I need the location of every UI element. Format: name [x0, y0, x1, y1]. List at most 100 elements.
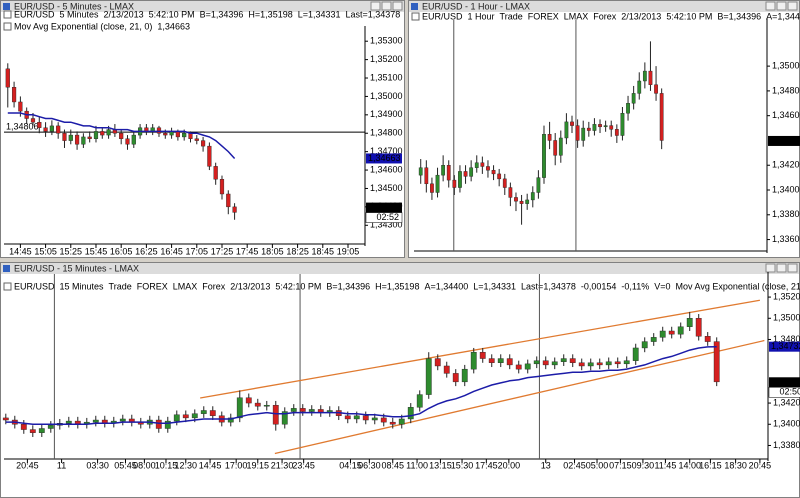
x-tick-label: 17:00 [225, 460, 248, 470]
candle-body [514, 197, 518, 202]
y-tick-label: 1,34500 [370, 183, 403, 193]
candle-body [668, 330, 675, 335]
price-marker [366, 153, 402, 164]
x-tick-label: 13 [541, 460, 551, 470]
candle-body [578, 362, 585, 367]
header-text: V=0 [654, 281, 670, 291]
candle-body [2, 417, 9, 421]
x-tick-label: 15:05 [34, 246, 57, 256]
window-button[interactable] [787, 1, 798, 11]
candle-body [569, 358, 576, 363]
candle-body [502, 178, 507, 188]
candle-body [200, 140, 206, 147]
x-tick-label: 18:25 [286, 246, 309, 256]
header-text: B=1,34396 [200, 9, 244, 19]
candle-body [626, 103, 630, 114]
header-text: 2/13/2013 [621, 11, 661, 21]
x-tick-label: 18:05 [261, 246, 284, 256]
candle-body [119, 133, 124, 139]
header-checkbox[interactable] [411, 12, 420, 21]
window-button[interactable] [370, 1, 381, 11]
x-tick-label: 18:45 [312, 246, 335, 256]
price-marker [769, 341, 800, 352]
y-tick-label: 1,33800 [773, 440, 800, 450]
header-text: Mov Avg Exponential (close, 21, 0) [14, 21, 152, 31]
x-tick-label: 16:15 [699, 460, 722, 470]
candle-body [131, 134, 136, 145]
candle-body [441, 165, 446, 176]
candle-body [641, 341, 648, 349]
candle-body [461, 368, 468, 383]
header-text: 2/13/2013 [104, 9, 144, 19]
candle-body [416, 394, 423, 408]
candle-body [596, 362, 603, 366]
x-tick-label: 07:15 [609, 460, 632, 470]
window [0, 0, 405, 258]
candle-body [425, 358, 432, 395]
candle-body [642, 70, 647, 82]
window-button[interactable] [787, 263, 798, 273]
header-text: 15 Minutes [60, 281, 105, 291]
candle-body [191, 413, 198, 419]
candle-body [209, 410, 216, 416]
x-tick-label: 17:25 [211, 246, 234, 256]
window-button[interactable] [776, 1, 787, 11]
candle-body [236, 397, 243, 419]
price-marker-label: 1,34732 [771, 341, 800, 351]
candle-body [659, 330, 666, 338]
candle-body [530, 192, 535, 201]
candle-body [308, 409, 315, 412]
candle-body [704, 336, 711, 342]
x-tick-label: 17:05 [186, 246, 209, 256]
candle-body [648, 70, 653, 85]
x-tick-label: 15:25 [60, 246, 83, 256]
x-tick-label: 11 [57, 460, 66, 470]
x-tick-label: 15:30 [451, 460, 474, 470]
x-tick-label: 11:45 [654, 460, 676, 470]
candle-body [56, 125, 61, 134]
moving-average [5, 345, 717, 426]
header-checkbox[interactable] [3, 22, 12, 31]
candle-body [713, 341, 720, 383]
header-text: FOREX [137, 281, 168, 291]
candle-body [547, 134, 552, 141]
candle-body [524, 363, 531, 370]
candle-body [491, 169, 496, 175]
header-text: B=1,34396 [326, 281, 370, 291]
price-marker-label: 1,34396 [368, 202, 401, 212]
candle-body [609, 125, 614, 130]
window-icon [411, 3, 418, 10]
candle-body [424, 167, 429, 185]
x-tick-label: 19:15 [247, 460, 270, 470]
candle-body [586, 127, 591, 131]
trend-line [200, 299, 761, 399]
window-button[interactable] [776, 263, 787, 273]
candle-body [486, 166, 490, 171]
candle-body [163, 133, 168, 136]
header-text: Trade [500, 11, 523, 21]
candle-body [164, 420, 171, 429]
candle-body [207, 145, 212, 167]
candle-body [213, 166, 218, 180]
header-text: H=1,35198 [375, 281, 419, 291]
candle-body [497, 173, 502, 180]
candle-body [290, 408, 297, 412]
window-button[interactable] [765, 263, 776, 273]
candle-body [49, 125, 54, 132]
window-button[interactable] [765, 1, 776, 11]
candle-body [182, 133, 187, 138]
x-tick-label: 23:45 [292, 460, 315, 470]
y-tick-label: 1,34800 [773, 334, 800, 344]
y-tick-label: 1,34600 [772, 110, 800, 120]
candle-body [353, 415, 360, 420]
candle-body [281, 411, 288, 425]
x-tick-label: 09:30 [632, 460, 655, 470]
window-button[interactable] [381, 1, 392, 11]
header-checkbox[interactable] [3, 282, 12, 291]
candle-body [551, 361, 558, 366]
x-tick-label: 17:45 [236, 246, 259, 256]
x-tick-label: 08:45 [381, 460, 404, 470]
window-button[interactable] [392, 1, 403, 11]
header-text: EUR/USD [422, 11, 463, 21]
header-checkbox[interactable] [3, 10, 12, 19]
